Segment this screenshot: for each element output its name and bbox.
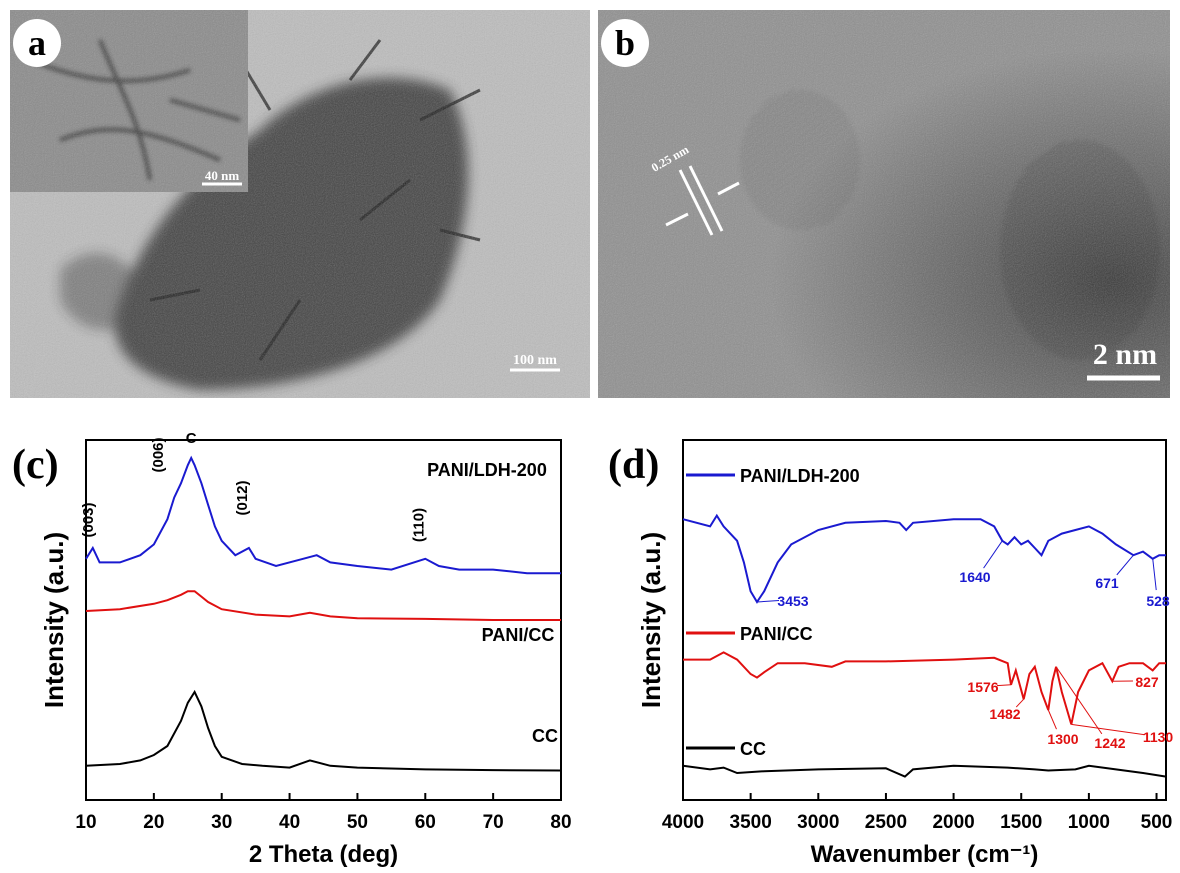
page: a 40 nm 100 nm b 0.25 nm 2 nm 10 20 30 40 50… [0, 0, 1180, 873]
annotation-label: 528 [1146, 593, 1170, 609]
series-label: CC [532, 726, 558, 746]
x-tick-label: 20 [143, 812, 164, 833]
peak-label: (012) [234, 480, 251, 515]
peak-label: C [186, 430, 197, 447]
x-axis-title: 2 Theta (deg) [249, 841, 398, 868]
y-axis-title: Intensity (a.u.) [636, 532, 666, 708]
series-label: CC [740, 739, 766, 759]
annotation-arrow [1117, 555, 1134, 575]
annotation-arrow [1071, 724, 1144, 734]
panel-label: (c) [12, 442, 59, 488]
annotation-label: 1640 [959, 569, 990, 585]
x-tick-label: 30 [211, 812, 232, 833]
annotation-label: 1242 [1094, 735, 1125, 751]
x-tick-label: 70 [483, 812, 504, 833]
series-line [683, 652, 1166, 724]
x-tick-label: 40 [279, 812, 300, 833]
peak-label: (110) [410, 508, 427, 542]
annotation-arrow [1056, 667, 1102, 734]
panel-label: b [615, 23, 635, 63]
panel-label: a [28, 23, 46, 63]
annotation-label: 3453 [777, 593, 808, 609]
scale-label: 40 nm [205, 168, 239, 183]
tem-image-a: a 40 nm 100 nm [10, 10, 590, 398]
x-tick-label: 1500 [1000, 812, 1042, 833]
peak-label: (003) [80, 502, 97, 537]
series-line [683, 516, 1166, 602]
tem-image-b: b 0.25 nm 2 nm [598, 10, 1170, 398]
series-line [86, 591, 561, 620]
annotation-arrow [757, 601, 779, 602]
annotation-arrow [984, 541, 1003, 568]
peak-label: (006) [150, 437, 167, 472]
x-tick-label: 10 [75, 812, 96, 833]
y-axis-title: Intensity (a.u.) [39, 532, 69, 708]
annotation-label: 1482 [989, 706, 1020, 722]
annotation-label: 1130 [1143, 729, 1174, 745]
scale-label: 100 nm [513, 353, 557, 368]
annotation-arrow [1048, 710, 1056, 729]
series-line [683, 766, 1166, 777]
x-tick-label: 3000 [797, 812, 839, 833]
x-tick-label: 80 [550, 812, 571, 833]
series-label: PANI/LDH-200 [740, 466, 860, 486]
series-line [86, 692, 561, 771]
panel-label: (d) [608, 442, 659, 488]
figure: a 40 nm 100 nm b 0.25 nm 2 nm 10 20 30 40 50… [0, 0, 1180, 868]
annotation-label: 1576 [967, 679, 998, 695]
annotation-label: 671 [1095, 575, 1119, 591]
x-tick-label: 4000 [662, 812, 704, 833]
x-tick-label: 2500 [865, 812, 907, 833]
annotation-arrow [1153, 559, 1156, 590]
annotation-label: 1300 [1047, 731, 1078, 747]
series-label: PANI/CC [482, 625, 555, 645]
annotation-label: 827 [1135, 674, 1159, 690]
x-tick-label: 60 [415, 812, 436, 833]
x-tick-label: 1000 [1068, 812, 1110, 833]
x-tick-label: 50 [347, 812, 368, 833]
series-label: PANI/LDH-200 [427, 460, 547, 480]
x-axis-title: Wavenumber (cm⁻¹) [811, 841, 1039, 868]
series-label: PANI/CC [740, 624, 813, 644]
annotation-arrow [997, 685, 1011, 686]
scale-label: 2 nm [1093, 338, 1157, 371]
x-tick-label: 2000 [932, 812, 974, 833]
x-tick-label: 3500 [730, 812, 772, 833]
x-tick-label: 500 [1141, 812, 1173, 833]
